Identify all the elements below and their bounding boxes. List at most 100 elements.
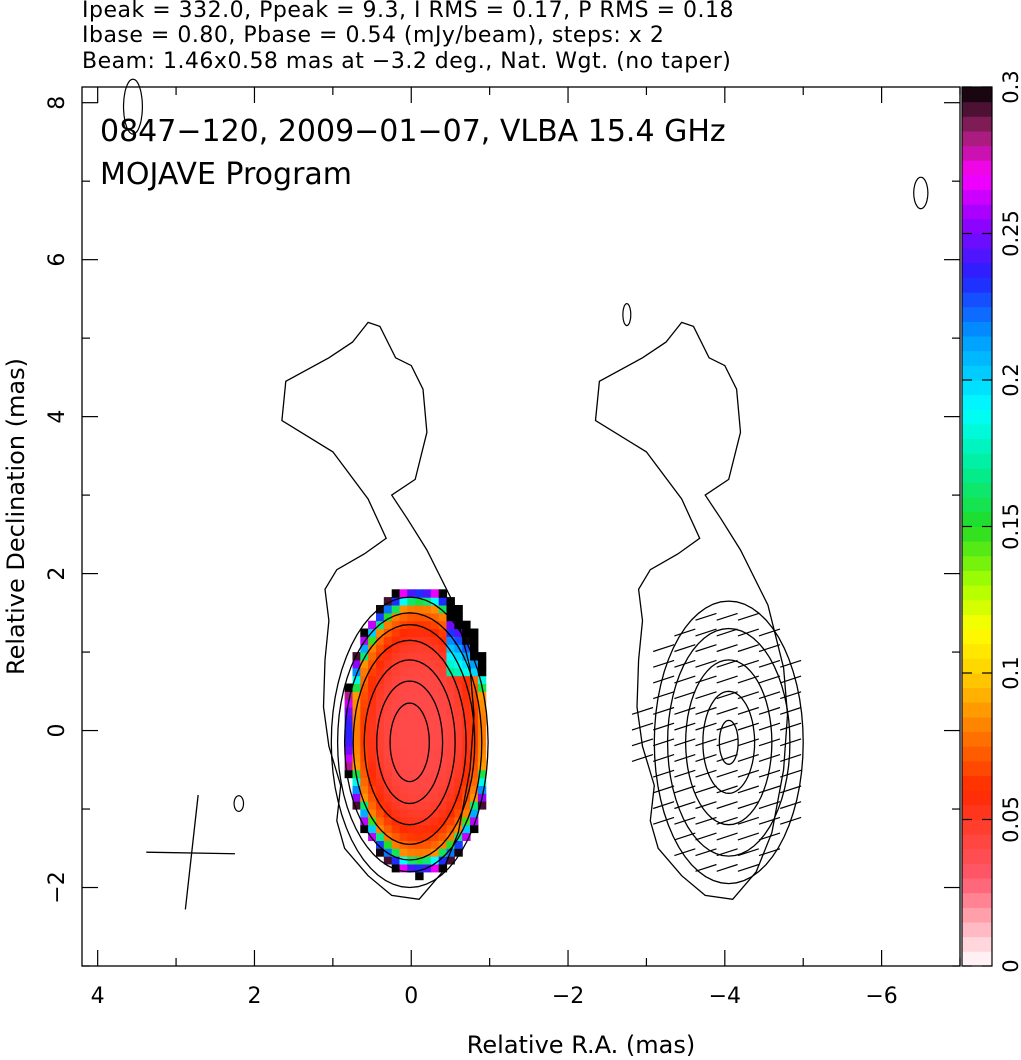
colorbar: 0 0.05 0.1 0.15 0.2 0.25 0.3 <box>961 70 1021 973</box>
polarization-pixel <box>470 699 479 708</box>
polarization-pixel <box>430 659 440 669</box>
evpa-tick <box>758 816 781 825</box>
polarization-pixel <box>415 785 424 794</box>
evpa-tick <box>716 628 738 637</box>
polarization-pixel <box>430 809 440 818</box>
evpa-tick <box>653 706 675 715</box>
x-tick-label: −4 <box>709 984 741 1009</box>
polarization-pixel <box>454 738 463 747</box>
colorbar-swatch <box>962 350 992 366</box>
polarization-pixel <box>383 667 393 677</box>
contour-level <box>718 719 739 765</box>
polarization-pixel <box>454 699 463 708</box>
polarization-pixel <box>391 714 401 724</box>
polarization-pixel <box>344 746 353 755</box>
polarization-pixel <box>391 644 401 653</box>
evpa-tick <box>674 785 696 794</box>
polarization-pixel <box>368 809 377 818</box>
polarization-pixel <box>446 793 455 802</box>
polarization-pixel <box>407 707 416 716</box>
evpa-tick <box>695 769 717 778</box>
evpa-tick <box>653 738 675 747</box>
polarization-pixel <box>430 816 440 826</box>
polarization-pixel <box>446 691 455 700</box>
polarization-pixel <box>446 699 455 708</box>
polarization-pixel <box>407 612 416 622</box>
evpa-tick <box>737 832 759 841</box>
polarization-pixel <box>462 722 471 732</box>
polarization-pixel <box>430 644 440 653</box>
polarization-pixel <box>423 620 432 630</box>
polarization-pixel <box>352 652 361 661</box>
evpa-tick <box>716 832 738 841</box>
colorbar-swatch <box>962 218 992 234</box>
polarization-pixel <box>415 675 424 684</box>
polarization-pixel <box>438 761 448 771</box>
polarization-pixel <box>423 738 432 747</box>
total-intensity-contours <box>281 321 489 900</box>
colorbar-swatch <box>962 892 992 908</box>
polarization-pixel <box>360 652 369 661</box>
colorbar-swatch <box>962 380 992 396</box>
polarization-pixel <box>352 754 361 763</box>
evpa-tick <box>695 659 717 668</box>
polarization-pixel <box>438 864 448 873</box>
polarization-pixel <box>383 816 393 826</box>
evpa-tick <box>674 644 696 653</box>
polarization-pixel <box>454 761 463 771</box>
polarization-pixel <box>383 801 393 810</box>
contour-level <box>336 612 483 873</box>
evpa-tick <box>780 738 802 747</box>
polarization-pixel <box>454 628 463 637</box>
polarization-pixel <box>446 777 455 786</box>
polarization-pixel <box>462 644 471 653</box>
polarization-pixel <box>438 699 448 708</box>
plot-frame <box>81 86 961 967</box>
polarization-pixel <box>477 722 487 732</box>
polarization-pixel <box>352 801 361 810</box>
polarization-pixel <box>376 761 385 771</box>
polarization-pixel <box>352 777 361 786</box>
polarization-pixel <box>446 683 455 692</box>
evpa-tick <box>758 628 781 637</box>
evpa-tick <box>716 769 738 778</box>
polarization-pixel <box>454 769 463 779</box>
polarization-pixel <box>399 707 408 716</box>
polarization-pixel <box>399 675 408 684</box>
polarization-pixel <box>368 769 377 779</box>
polarization-pixel <box>446 605 455 614</box>
polarization-pixel <box>360 785 369 794</box>
polarization-pixel <box>391 777 401 786</box>
polarization-pixel <box>477 785 487 794</box>
colorbar-swatch <box>962 526 992 542</box>
polarization-pixel <box>454 675 463 684</box>
polarization-pixel <box>415 777 424 786</box>
polarization-pixel <box>454 722 463 732</box>
polarization-pixel <box>477 659 487 669</box>
polarization-pixel <box>399 714 408 724</box>
polarization-pixel <box>438 707 448 716</box>
polarization-pixel <box>454 801 463 810</box>
evpa-tick <box>695 706 717 715</box>
polarization-pixel <box>399 793 408 802</box>
polarization-pixel <box>391 730 401 739</box>
evpa-tick <box>758 675 781 684</box>
polarization-pixel <box>352 675 361 684</box>
colorbar-swatch <box>962 834 992 850</box>
polarization-pixel <box>446 714 455 724</box>
polarization-pixel <box>423 730 432 739</box>
polarization-pixel <box>470 824 479 834</box>
polarization-pixel <box>423 683 432 692</box>
polarization-pixel <box>415 761 424 771</box>
polarization-pixel <box>430 856 440 865</box>
polarization-pixel <box>423 761 432 771</box>
polarization-pixel <box>438 754 448 763</box>
colorbar-swatch <box>962 497 992 513</box>
polarization-pixel <box>368 683 377 692</box>
polarization-pixel <box>352 730 361 739</box>
polarization-pixel <box>399 738 408 747</box>
evpa-tick <box>674 801 696 810</box>
polarization-pixel <box>399 785 408 794</box>
evpa-tick <box>674 691 696 700</box>
polarization-pixel <box>470 816 479 826</box>
